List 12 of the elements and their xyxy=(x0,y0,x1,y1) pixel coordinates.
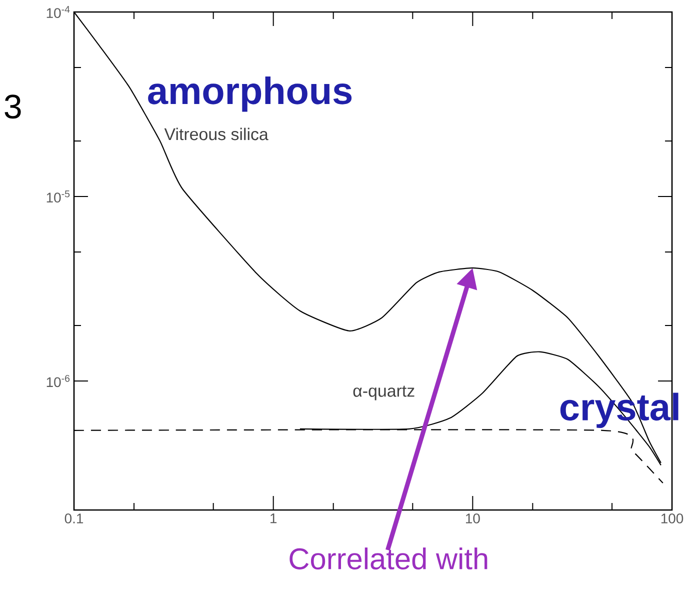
series-label: Vitreous silica xyxy=(164,128,268,140)
y-tick-label: 10$^{-5}$ xyxy=(46,190,70,203)
text: Correlated with xyxy=(290,548,488,570)
y-tick-label: 10$^{-4}$ xyxy=(46,6,70,18)
annotation: amorphous xyxy=(148,76,352,112)
x-tick-label: 1 xyxy=(270,514,277,524)
x-tick-label: 100 xyxy=(661,514,684,524)
x-tick-label: 10 xyxy=(466,514,480,524)
series-label: α-quartz xyxy=(353,386,414,400)
text: 3 xyxy=(4,94,21,119)
y-tick-label: 10$^{-6}$ xyxy=(46,374,70,388)
x-tick-label: 0.1 xyxy=(64,514,84,524)
